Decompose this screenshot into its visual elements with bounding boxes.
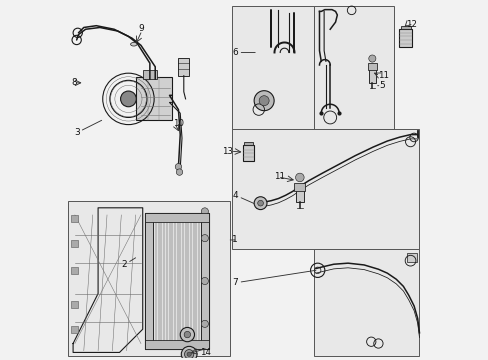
Bar — [313, 6, 394, 129]
Circle shape — [201, 320, 208, 328]
Circle shape — [181, 346, 197, 360]
Bar — [367, 63, 376, 70]
Bar — [398, 29, 411, 47]
Bar — [71, 240, 78, 247]
Bar — [294, 183, 305, 191]
Circle shape — [186, 352, 191, 356]
Bar — [406, 253, 416, 262]
Circle shape — [257, 200, 263, 206]
Text: 13: 13 — [221, 147, 232, 156]
Text: 6: 6 — [232, 48, 255, 57]
Bar — [144, 213, 153, 349]
Circle shape — [201, 235, 208, 242]
Circle shape — [368, 55, 375, 62]
Bar — [244, 142, 253, 145]
Text: 2: 2 — [121, 258, 135, 269]
Bar — [144, 340, 208, 349]
Bar — [400, 26, 410, 29]
Bar — [71, 267, 78, 274]
Bar — [71, 215, 78, 222]
Circle shape — [184, 331, 190, 338]
Text: 9: 9 — [138, 24, 143, 33]
Text: 11: 11 — [378, 71, 388, 80]
Bar — [178, 58, 189, 76]
Circle shape — [259, 96, 268, 106]
Circle shape — [121, 91, 136, 107]
Bar — [71, 326, 78, 333]
Text: 10: 10 — [173, 120, 183, 129]
Bar — [295, 185, 304, 202]
Bar — [313, 249, 419, 356]
Text: 4: 4 — [232, 191, 254, 203]
Circle shape — [175, 163, 181, 170]
Circle shape — [201, 208, 208, 215]
Bar — [142, 70, 157, 79]
Text: 7: 7 — [232, 270, 315, 287]
Text: 12: 12 — [405, 20, 416, 29]
Circle shape — [180, 328, 194, 342]
Ellipse shape — [130, 42, 137, 46]
Bar — [243, 145, 254, 161]
Text: 5: 5 — [379, 81, 385, 90]
Text: 3: 3 — [74, 120, 102, 137]
Text: 11: 11 — [274, 172, 285, 181]
Text: 8: 8 — [71, 78, 77, 87]
Bar — [231, 129, 419, 249]
Bar — [368, 67, 375, 83]
Circle shape — [176, 169, 183, 175]
Bar — [144, 213, 208, 222]
Bar — [136, 77, 172, 120]
Bar — [144, 213, 208, 349]
Bar — [201, 213, 208, 349]
Circle shape — [254, 91, 274, 111]
Circle shape — [295, 173, 304, 182]
Circle shape — [254, 197, 266, 210]
Bar — [71, 301, 78, 308]
Bar — [231, 6, 313, 129]
Bar — [68, 201, 230, 356]
Circle shape — [201, 278, 208, 285]
Text: 14: 14 — [199, 348, 210, 357]
Text: 1: 1 — [230, 235, 237, 244]
Circle shape — [184, 350, 193, 359]
